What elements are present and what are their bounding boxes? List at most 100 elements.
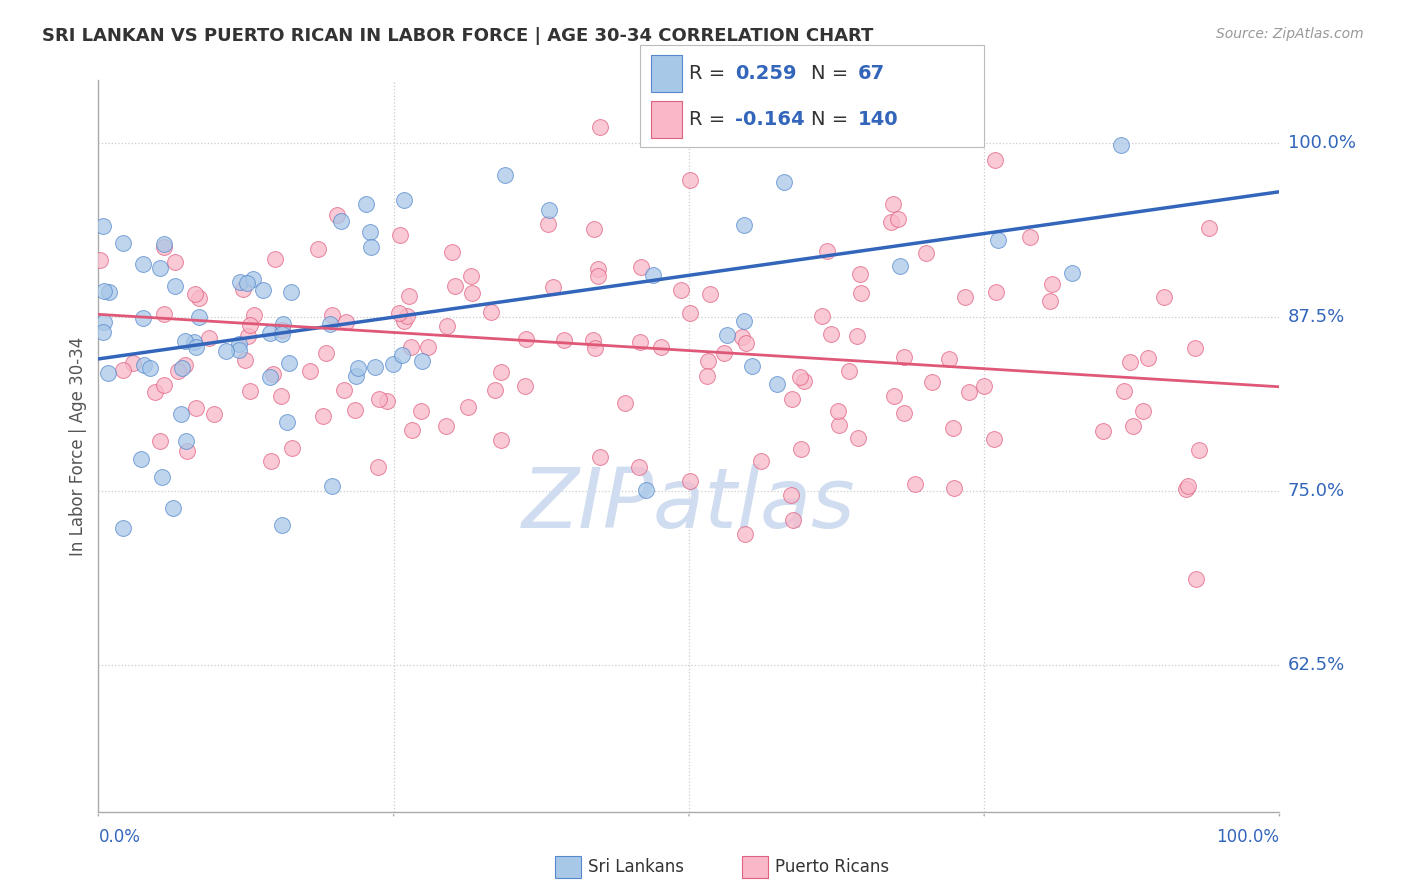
Point [734,335,756,350]
Point [541,279,564,293]
Point [367,459,389,474]
Point [1185,572,1208,586]
Point [699,287,721,301]
Text: Sri Lankans: Sri Lankans [588,858,683,876]
Point [166,364,188,378]
Point [347,360,370,375]
Point [411,353,433,368]
Point [354,197,377,211]
Point [734,526,756,541]
Point [271,327,294,342]
Point [271,317,294,331]
Point [153,240,176,254]
Point [91,326,114,340]
Text: 0.0%: 0.0% [98,829,141,847]
Point [614,396,637,410]
Point [139,361,162,376]
Point [184,401,207,416]
Point [1177,478,1199,492]
Point [364,359,387,374]
Point [176,444,198,458]
Point [780,392,803,406]
Point [440,245,463,260]
Point [893,350,915,364]
Point [984,153,1007,167]
Point [489,434,512,448]
Point [751,454,773,468]
Text: 0.259: 0.259 [735,64,797,83]
Point [628,334,651,349]
Text: N =: N = [811,110,855,129]
Point [513,378,536,392]
Point [1039,293,1062,308]
Point [228,343,250,358]
Text: 100.0%: 100.0% [1216,829,1279,847]
Point [326,208,349,222]
Point [214,343,236,358]
Point [1175,482,1198,496]
Point [398,289,420,303]
Point [239,318,262,332]
Point [91,219,114,233]
Point [457,401,479,415]
Point [1112,384,1135,398]
Point [132,311,155,326]
Point [1153,290,1175,304]
Point [494,168,516,182]
Point [276,416,298,430]
Point [713,345,735,359]
Point [174,359,197,373]
Point [1109,138,1132,153]
Point [733,218,755,232]
Point [236,276,259,290]
Point [879,215,901,229]
Point [321,308,343,322]
Point [344,403,367,417]
Point [893,406,915,420]
Point [1040,277,1063,291]
Point [132,358,155,372]
Point [849,267,872,281]
Point [1184,342,1206,356]
Point [650,341,672,355]
Point [921,375,943,389]
Point [987,233,1010,247]
Point [586,268,609,283]
Text: N =: N = [811,64,855,83]
Point [169,408,191,422]
Point [228,336,250,351]
Point [589,120,612,134]
Point [827,404,849,418]
Point [883,389,905,403]
Text: -0.164: -0.164 [735,110,806,129]
Point [733,314,755,328]
Point [270,389,292,403]
Point [849,286,872,301]
Point [943,481,966,495]
Point [271,518,294,533]
Point [111,363,134,377]
Text: 75.0%: 75.0% [1288,483,1346,500]
Point [1137,351,1160,365]
Point [280,442,302,456]
Point [828,418,851,433]
Point [846,431,869,445]
Point [131,452,153,467]
Point [280,285,302,299]
Point [904,476,927,491]
Point [515,332,537,346]
Point [335,315,357,329]
Point [986,285,1008,300]
Text: 100.0%: 100.0% [1288,134,1355,152]
Point [973,379,995,393]
Point [229,275,252,289]
Point [641,268,664,282]
Point [846,328,869,343]
Point [333,383,356,397]
Point [394,314,416,328]
Text: 67: 67 [858,64,884,83]
Point [186,340,208,354]
Point [630,260,652,274]
Point [1122,418,1144,433]
Point [381,357,404,371]
